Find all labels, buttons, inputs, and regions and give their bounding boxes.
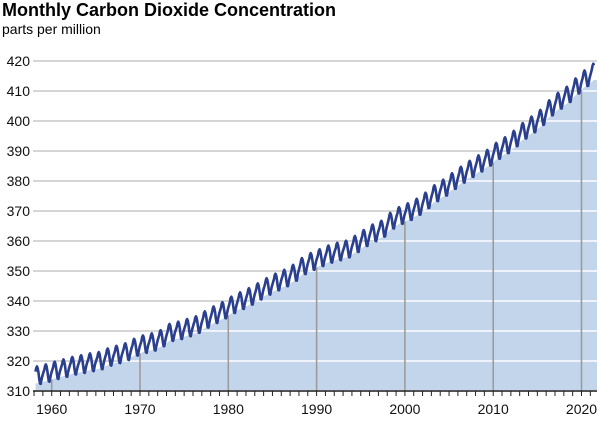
- x-tick-label: 2010: [478, 401, 509, 417]
- x-tick-label: 1970: [124, 401, 155, 417]
- y-tick-label: 350: [7, 263, 31, 279]
- area-fill: [35, 80, 597, 391]
- y-tick-label: 370: [7, 203, 31, 219]
- y-tick-label: 400: [7, 113, 31, 129]
- y-tick-label: 360: [7, 233, 31, 249]
- x-tick-label: 1960: [36, 401, 67, 417]
- co2-line: [34, 62, 596, 386]
- y-axis-label: parts per million: [2, 21, 101, 37]
- x-tick-label: 2000: [389, 401, 420, 417]
- chart-title: Monthly Carbon Dioxide Concentration: [2, 0, 337, 20]
- y-tick-label: 330: [7, 323, 31, 339]
- x-tick-label: 2020: [566, 401, 597, 417]
- y-tick-label: 310: [7, 383, 31, 399]
- y-tick-label: 420: [7, 53, 31, 69]
- y-tick-label: 390: [7, 143, 31, 159]
- y-tick-label: 380: [7, 173, 31, 189]
- y-tick-label: 410: [7, 83, 31, 99]
- x-tick-label: 1980: [213, 401, 244, 417]
- y-tick-label: 340: [7, 293, 31, 309]
- x-tick-label: 1990: [301, 401, 332, 417]
- y-tick-label: 320: [7, 353, 31, 369]
